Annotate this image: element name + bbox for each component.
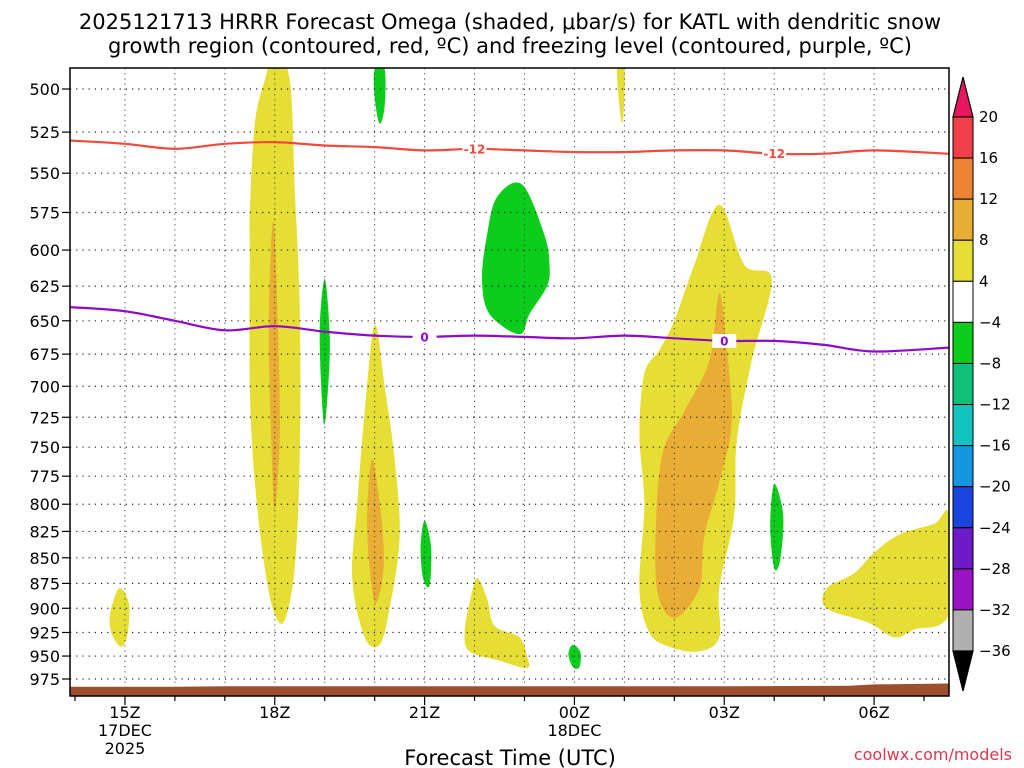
y-tick-label-925: 925 — [29, 623, 60, 642]
y-tick-label-850: 850 — [29, 549, 60, 568]
y-tick-label-700: 700 — [29, 377, 60, 396]
freezing-level-contour-label-2: 0 — [720, 334, 728, 348]
colorbar-swatch-8 — [952, 404, 974, 447]
freezing-level-contour-label-1: 0 — [420, 330, 428, 344]
y-tick-label-725: 725 — [29, 408, 60, 427]
colorbar-label--36: −36 — [979, 642, 1011, 660]
colorbar-swatch-12 — [952, 568, 974, 611]
y-tick-label-675: 675 — [29, 345, 60, 364]
terrain-ground — [70, 683, 949, 696]
colorbar-label--32: −32 — [979, 601, 1011, 619]
colorbar-swatch-6 — [952, 321, 974, 364]
colorbar-label--4: −4 — [979, 313, 1001, 331]
x-axis-label: Forecast Time (UTC) — [404, 746, 616, 768]
freezing-level-contour-label-bg-1 — [412, 329, 437, 344]
y-tick-label-800: 800 — [29, 495, 60, 514]
y-tick-label-625: 625 — [29, 277, 60, 296]
colorbar-swatch-3 — [952, 198, 974, 241]
colorbar-label--28: −28 — [979, 560, 1011, 578]
x-tick-label-00Z: 00Z — [559, 703, 590, 722]
y-tick-label-775: 775 — [29, 467, 60, 486]
y-tick-label-550: 550 — [29, 164, 60, 183]
y-tick-label-875: 875 — [29, 574, 60, 593]
colorbar-bottom-arrow — [952, 650, 974, 692]
x-tick-date-15Z: 17DEC — [98, 721, 152, 740]
temperature-contours: -12 -12 0 0 — [70, 139, 949, 353]
colorbar-label--24: −24 — [979, 519, 1011, 537]
freezing-level-contour-label-bg-2 — [712, 333, 737, 348]
colorbar-label-4: 4 — [979, 272, 989, 290]
omega-region-neg-13 — [319, 279, 330, 425]
y-tick-label-575: 575 — [29, 203, 60, 222]
omega-region-neg-16 — [770, 483, 784, 571]
y-tick-label-500: 500 — [29, 80, 60, 99]
colorbar-swatch-5 — [952, 280, 974, 323]
terrain-fill — [70, 683, 949, 696]
omega-region-neg-14 — [420, 520, 432, 588]
chart-title-line-2: growth region (contoured, red, ºC) and f… — [108, 34, 912, 58]
y-tick-label-950: 950 — [29, 647, 60, 666]
x-tick-label-06Z: 06Z — [858, 703, 889, 722]
x-tick-label-18Z: 18Z — [259, 703, 290, 722]
chart-title-line-1: 2025121713 HRRR Forecast Omega (shaded, … — [79, 10, 941, 34]
colorbar-label--12: −12 — [979, 396, 1011, 414]
plot-frame — [69, 67, 950, 697]
omega-region-pos-9 — [822, 509, 949, 638]
y-tick-label-750: 750 — [29, 438, 60, 457]
colorbar-label--8: −8 — [979, 354, 1001, 372]
dgz-contour-label-bg-1 — [462, 141, 487, 156]
freezing-level-contour-line — [70, 306, 949, 353]
colorbar-swatch-1 — [952, 116, 974, 159]
y-axis: 500 525 550 575 600 625 650 675 700 725 750 775 800 8… — [29, 80, 70, 689]
colorbar-swatch-13 — [952, 609, 974, 652]
x-tick-date-00Z: 18DEC — [547, 721, 601, 740]
dgz-contour-label-1: -12 — [464, 142, 486, 156]
y-tick-label-600: 600 — [29, 241, 60, 260]
grid — [70, 68, 949, 696]
colorbar-swatch-11 — [952, 527, 974, 570]
colorbar-swatch-7 — [952, 362, 974, 406]
omega-region-pos-6 — [464, 578, 530, 669]
omega-region-neg-11 — [481, 182, 550, 335]
colorbar-label--16: −16 — [979, 437, 1011, 455]
y-tick-label-525: 525 — [29, 123, 60, 142]
colorbar-label-12: 12 — [979, 190, 998, 208]
y-tick-label-650: 650 — [29, 312, 60, 331]
x-tick-year-15Z: 2025 — [105, 739, 146, 758]
colorbar-label-8: 8 — [979, 231, 989, 249]
x-tick-label-21Z: 21Z — [409, 703, 440, 722]
colorbar-label-20: 20 — [979, 108, 998, 126]
omega-region-pos-10 — [616, 68, 625, 123]
x-tick-label-15Z: 15Z — [109, 703, 140, 722]
colorbar-swatch-2 — [952, 157, 974, 200]
dgz-contour-label-bg-2 — [762, 146, 787, 161]
colorbar-label--20: −20 — [979, 478, 1011, 496]
y-tick-label-975: 975 — [29, 670, 60, 689]
dgz-contour-label-2: -12 — [763, 147, 785, 161]
colorbar: 20 16 12 8 4 −4 −8 −12 −16 −20 −24 −28 −32 −36 — [952, 76, 1011, 692]
omega-region-pos-4 — [367, 458, 384, 604]
colorbar-swatch-4 — [952, 239, 974, 282]
plot-area: -12 -12 0 0 — [70, 68, 949, 696]
colorbar-swatch-10 — [952, 486, 974, 529]
x-tick-label-03Z: 03Z — [709, 703, 740, 722]
watermark: coolwx.com/models — [854, 745, 1012, 764]
y-tick-label-825: 825 — [29, 522, 60, 541]
omega-region-neg-12 — [373, 68, 386, 124]
colorbar-swatch-9 — [952, 445, 974, 488]
omega-region-neg-15 — [568, 644, 581, 669]
y-tick-label-900: 900 — [29, 599, 60, 618]
colorbar-label-16: 16 — [979, 149, 998, 167]
